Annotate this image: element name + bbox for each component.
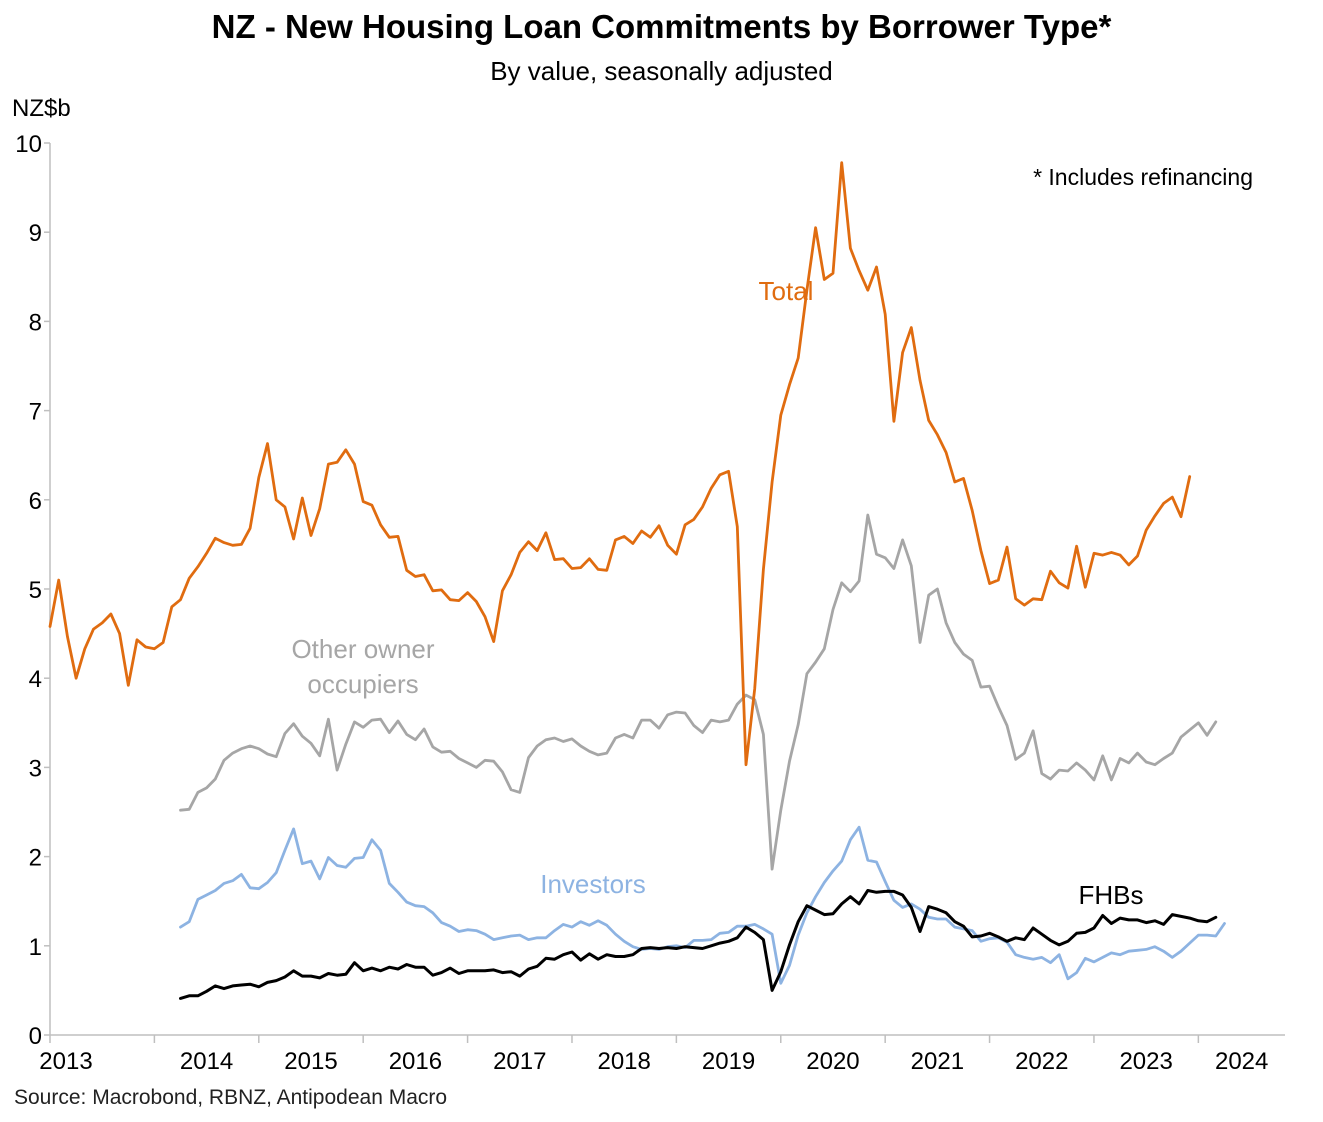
y-tick-label: 4 — [29, 666, 42, 693]
series-label-investors: Investors — [540, 869, 646, 899]
x-tick-label: 2023 — [1119, 1048, 1172, 1075]
x-tick-label: 2024 — [1215, 1048, 1268, 1075]
y-tick-label: 2 — [29, 845, 42, 872]
x-tick-label: 2019 — [702, 1048, 755, 1075]
x-tick-label: 2014 — [180, 1048, 233, 1075]
annotation-note: * Includes refinancing — [1033, 164, 1253, 190]
axes: 0 1 2 3 4 5 6 7 8 9 10 2013 2014 2015 2016 2017 2018 2019… — [15, 131, 1285, 1075]
y-tick-label: 10 — [15, 131, 42, 158]
y-tick-label: 0 — [29, 1023, 42, 1050]
y-axis-unit-label: NZ$b — [12, 95, 71, 122]
series-lines — [48, 161, 1226, 1000]
y-tick-label: 3 — [29, 755, 42, 782]
series-line-other — [179, 513, 1218, 871]
y-tick-label: 6 — [29, 488, 42, 515]
series-label-other-line1: Other owner — [291, 634, 434, 664]
chart-title: NZ - New Housing Loan Commitments by Bor… — [211, 8, 1112, 45]
series-line-fhbs — [179, 889, 1218, 1000]
source-note: Source: Macrobond, RBNZ, Antipodean Macr… — [14, 1086, 448, 1109]
series-label-other-line2: occupiers — [307, 669, 418, 699]
x-tick-label: 2015 — [284, 1048, 337, 1075]
series-label-total: Total — [759, 276, 814, 306]
y-tick-label: 7 — [29, 399, 42, 426]
x-tick-label: 2020 — [806, 1048, 859, 1075]
y-tick-label: 5 — [29, 577, 42, 604]
y-tick-label: 8 — [29, 309, 42, 336]
x-tick-label: 2018 — [597, 1048, 650, 1075]
x-tick-label: 2022 — [1015, 1048, 1068, 1075]
x-tick-label: 2021 — [911, 1048, 964, 1075]
y-tick-label: 1 — [29, 934, 42, 961]
chart-subtitle: By value, seasonally adjusted — [490, 56, 833, 86]
y-tick-label: 9 — [29, 220, 42, 247]
series-line-total — [48, 161, 1192, 767]
x-tick-label: 2013 — [39, 1048, 92, 1075]
series-labels: Total Other owner occupiers Investors FH… — [291, 276, 1143, 910]
series-line-investors — [179, 825, 1226, 985]
series-label-fhbs: FHBs — [1079, 880, 1144, 910]
x-tick-label: 2016 — [389, 1048, 442, 1075]
x-tick-label: 2017 — [493, 1048, 546, 1075]
